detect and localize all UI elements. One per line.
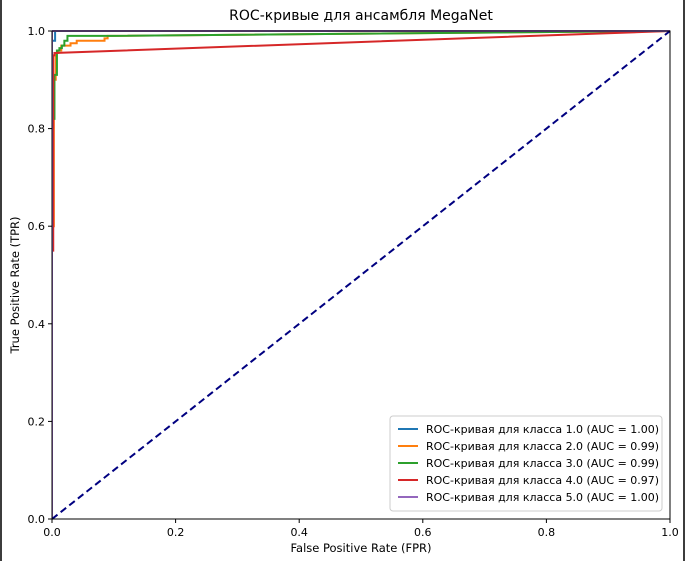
legend-entry-class-5: ROC-кривая для класса 5.0 (AUC = 1.00) (426, 491, 659, 504)
axes-frame (51, 30, 671, 520)
x-tick-label: 1.0 (661, 526, 679, 539)
roc-curve-class-3 (52, 30, 671, 519)
legend-entry-class-2: ROC-кривая для класса 2.0 (AUC = 0.99) (426, 440, 659, 453)
y-tick-label: 0.4 (28, 318, 46, 331)
legend-entry-class-1: ROC-кривая для класса 1.0 (AUC = 1.00) (426, 423, 659, 436)
y-axis-label: True Positive Rate (TPR) (8, 216, 22, 354)
x-tick-label: 0.0 (43, 526, 61, 539)
legend: ROC-кривая для класса 1.0 (AUC = 1.00) RO… (389, 415, 663, 512)
x-tick-label: 0.8 (538, 526, 556, 539)
x-tick-label: 0.2 (167, 526, 185, 539)
x-tick-label: 0.6 (414, 526, 432, 539)
y-tick-label: 0.0 (28, 513, 46, 526)
window-edge-left (0, 0, 2, 561)
legend-box (389, 415, 663, 512)
y-tick-label: 1.0 (28, 25, 46, 38)
x-axis-label: False Positive Rate (FPR) (290, 541, 431, 555)
y-tick-label: 0.2 (28, 415, 46, 428)
x-tick-label: 0.4 (290, 526, 308, 539)
legend-entry-class-4: ROC-кривая для класса 4.0 (AUC = 0.97) (426, 474, 659, 487)
roc-curve-class-4 (52, 30, 671, 519)
chart-title: ROC-кривые для ансамбля MegaNet (229, 8, 493, 24)
axes: 0.0 0.2 0.4 0.6 0.8 1.0 0.0 0.2 0.4 0.6 0.8 1.0 (28, 25, 679, 539)
legend-entry-class-3: ROC-кривая для класса 3.0 (AUC = 0.99) (426, 457, 659, 470)
y-tick-label: 0.8 (28, 123, 46, 136)
window-edge-right (683, 0, 685, 561)
y-tick-label: 0.6 (28, 220, 46, 233)
